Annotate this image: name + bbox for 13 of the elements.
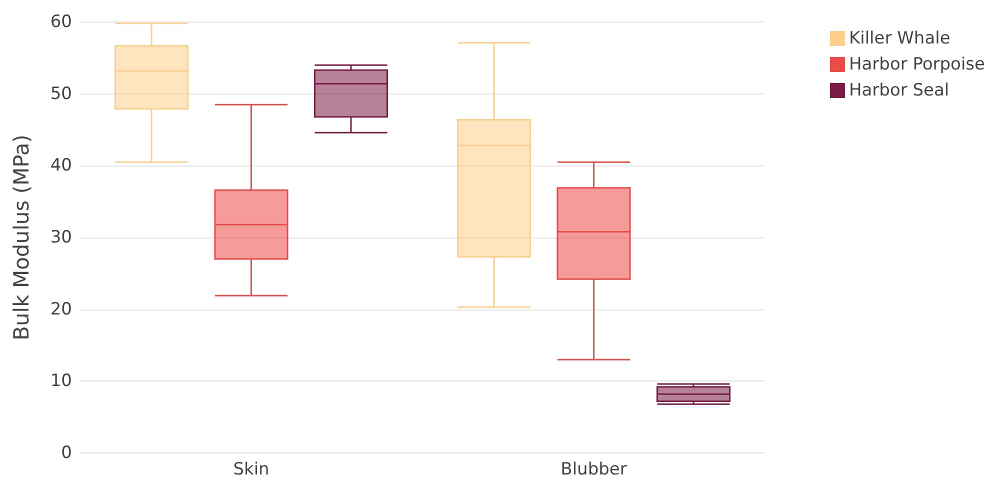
y-tick-label: 20	[50, 299, 72, 320]
legend-label: Harbor Seal	[848, 80, 950, 100]
y-tick-label: 30	[50, 228, 72, 248]
y-tick-label: 60	[50, 12, 72, 32]
y-tick-label: 50	[50, 84, 72, 104]
y-tick-label: 0	[61, 443, 72, 463]
legend-label: Killer Whale	[848, 28, 950, 48]
y-tick-label: 40	[50, 156, 72, 176]
legend-label: Harbor Porpoise	[848, 54, 986, 74]
y-tick-label: 10	[50, 371, 72, 392]
y-axis-title: Bulk Modulus (MPa)	[10, 134, 34, 340]
x-tick-label: Skin	[233, 460, 270, 480]
x-tick-label: Blubber	[560, 460, 627, 480]
